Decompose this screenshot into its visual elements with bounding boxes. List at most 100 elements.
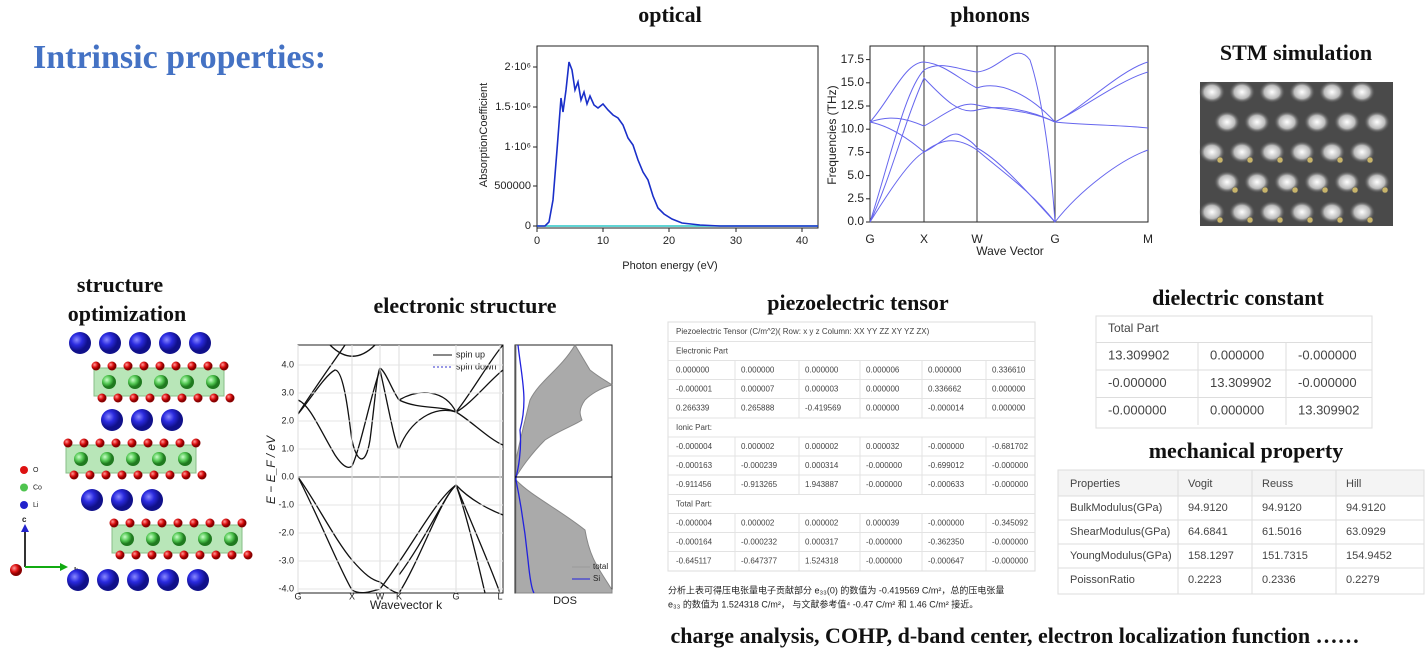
dielectric-table: Total Part 13.309902 0.000000 -0.000000 -0.0…	[1095, 315, 1373, 429]
co-atom	[178, 452, 192, 466]
stm-spot	[1199, 81, 1225, 103]
table-cell: 0.336610	[992, 366, 1026, 375]
band	[297, 476, 381, 594]
o-atom	[221, 518, 231, 528]
table-cell: -0.000164	[676, 538, 713, 547]
o-atom	[165, 470, 175, 480]
table-cell: 0.000000	[1210, 402, 1264, 417]
o-atom	[181, 470, 191, 480]
stm-atom	[1246, 156, 1254, 164]
li-atom	[127, 569, 149, 591]
o-atom	[195, 550, 205, 560]
plot-frame	[869, 45, 1149, 223]
stm-spot	[1259, 81, 1285, 103]
co-atom	[224, 532, 238, 546]
o-atom	[191, 438, 201, 448]
x-tick-label: 10	[597, 235, 609, 247]
stm-spot	[1214, 111, 1240, 133]
table-cell: BulkModulus(GPa)	[1070, 502, 1162, 514]
li-atom	[69, 332, 91, 354]
stm-atom	[1231, 186, 1239, 194]
table-cell: 0.000000	[992, 385, 1026, 394]
band	[398, 483, 486, 594]
y-tick-label: 5.0	[847, 168, 864, 182]
table-cell: 0.000000	[866, 404, 900, 413]
table-cell: PoissonRatio	[1070, 574, 1135, 586]
table-cell: -0.419569	[805, 404, 842, 413]
table-cell: -0.647377	[741, 557, 778, 566]
phonon-plot: Wave Vector Frequencies (THz) G X W G M 0.0 2.…	[825, 45, 1153, 258]
note-line: 分析上表可得压电张量电子贡献部分 e₃₃(0) 的数值为 -0.419569 C…	[668, 584, 1004, 595]
legend-dot	[20, 501, 28, 509]
o-atom	[173, 518, 183, 528]
table-cell: 94.9120	[1188, 502, 1228, 514]
li-atom	[141, 489, 163, 511]
table-cell: -0.000000	[992, 538, 1029, 547]
piezo-table: Piezoelectric Tensor (C/m^2)( Row: x y z…	[667, 321, 1036, 572]
o-atom	[125, 518, 135, 528]
co-atom	[102, 375, 116, 389]
stm-spot	[1304, 111, 1330, 133]
o-atom	[175, 438, 185, 448]
legend-dot	[20, 483, 28, 492]
o-atom	[129, 393, 139, 403]
table-cell: 94.9120	[1346, 502, 1386, 514]
li-atom	[129, 332, 151, 354]
section-label: Total Part:	[676, 500, 712, 509]
stm-image	[1199, 81, 1393, 226]
stm-spot	[1289, 81, 1315, 103]
arrow-head	[21, 524, 29, 532]
table-cell: 61.5016	[1262, 526, 1302, 538]
o-atom	[155, 361, 165, 371]
o-atom	[63, 438, 73, 448]
li-atom	[97, 569, 119, 591]
table-cell: 0.000003	[805, 385, 839, 394]
o-atom	[95, 438, 105, 448]
o-atom	[205, 518, 215, 528]
table-cell: ShearModulus(GPa)	[1070, 526, 1170, 538]
o-atom	[159, 438, 169, 448]
o-atom	[147, 550, 157, 560]
o-atom	[123, 361, 133, 371]
table-cell: 1.943887	[805, 480, 839, 489]
table-cell: 0.000000	[992, 404, 1026, 413]
o-atom	[163, 550, 173, 560]
o-atom	[219, 361, 229, 371]
li-atom	[81, 489, 103, 511]
table-cell: -0.000163	[676, 461, 713, 470]
co-atom	[100, 452, 114, 466]
table-cell: -0.000004	[676, 442, 713, 451]
legend-label: Si	[593, 574, 600, 583]
o-atom	[237, 518, 247, 528]
x-tick-label: L	[497, 591, 502, 601]
plot-frame	[536, 45, 819, 229]
header-row	[1057, 469, 1425, 497]
y-tick-label: 10.0	[841, 121, 865, 135]
y-axis-label: AbsorptionCoefficient	[478, 83, 490, 187]
table-caption: Total Part	[1108, 321, 1159, 335]
stm-atom	[1366, 216, 1374, 224]
table-cell: 0.000002	[805, 519, 839, 528]
x-tick-label: 40	[796, 235, 808, 247]
y-tick-label: 15.0	[841, 75, 865, 89]
o-atom	[79, 438, 89, 448]
stm-atom	[1216, 216, 1224, 224]
absorption-curve	[537, 61, 818, 227]
optical-plot: Photon energy (eV) AbsorptionCoefficient…	[478, 45, 819, 272]
table-caption: Piezoelectric Tensor (C/m^2)( Row: x y z…	[676, 327, 930, 336]
table-cell: -0.645117	[676, 557, 712, 566]
li-atom	[111, 489, 133, 511]
table-cell: 63.0929	[1346, 526, 1386, 538]
co-atom	[154, 375, 168, 389]
panel-title: electronic structure	[373, 293, 556, 318]
x-tick-label: 20	[663, 235, 675, 247]
x-tick-label: G	[452, 591, 459, 601]
table-cell: -0.000000	[1108, 375, 1167, 390]
y-tick-label: -3.0	[278, 555, 294, 565]
o-atom	[139, 361, 149, 371]
li-atom	[159, 332, 181, 354]
dos-total	[515, 344, 614, 594]
y-tick-label: 1·10⁶	[504, 141, 531, 153]
table-cell: -0.913265	[741, 480, 778, 489]
